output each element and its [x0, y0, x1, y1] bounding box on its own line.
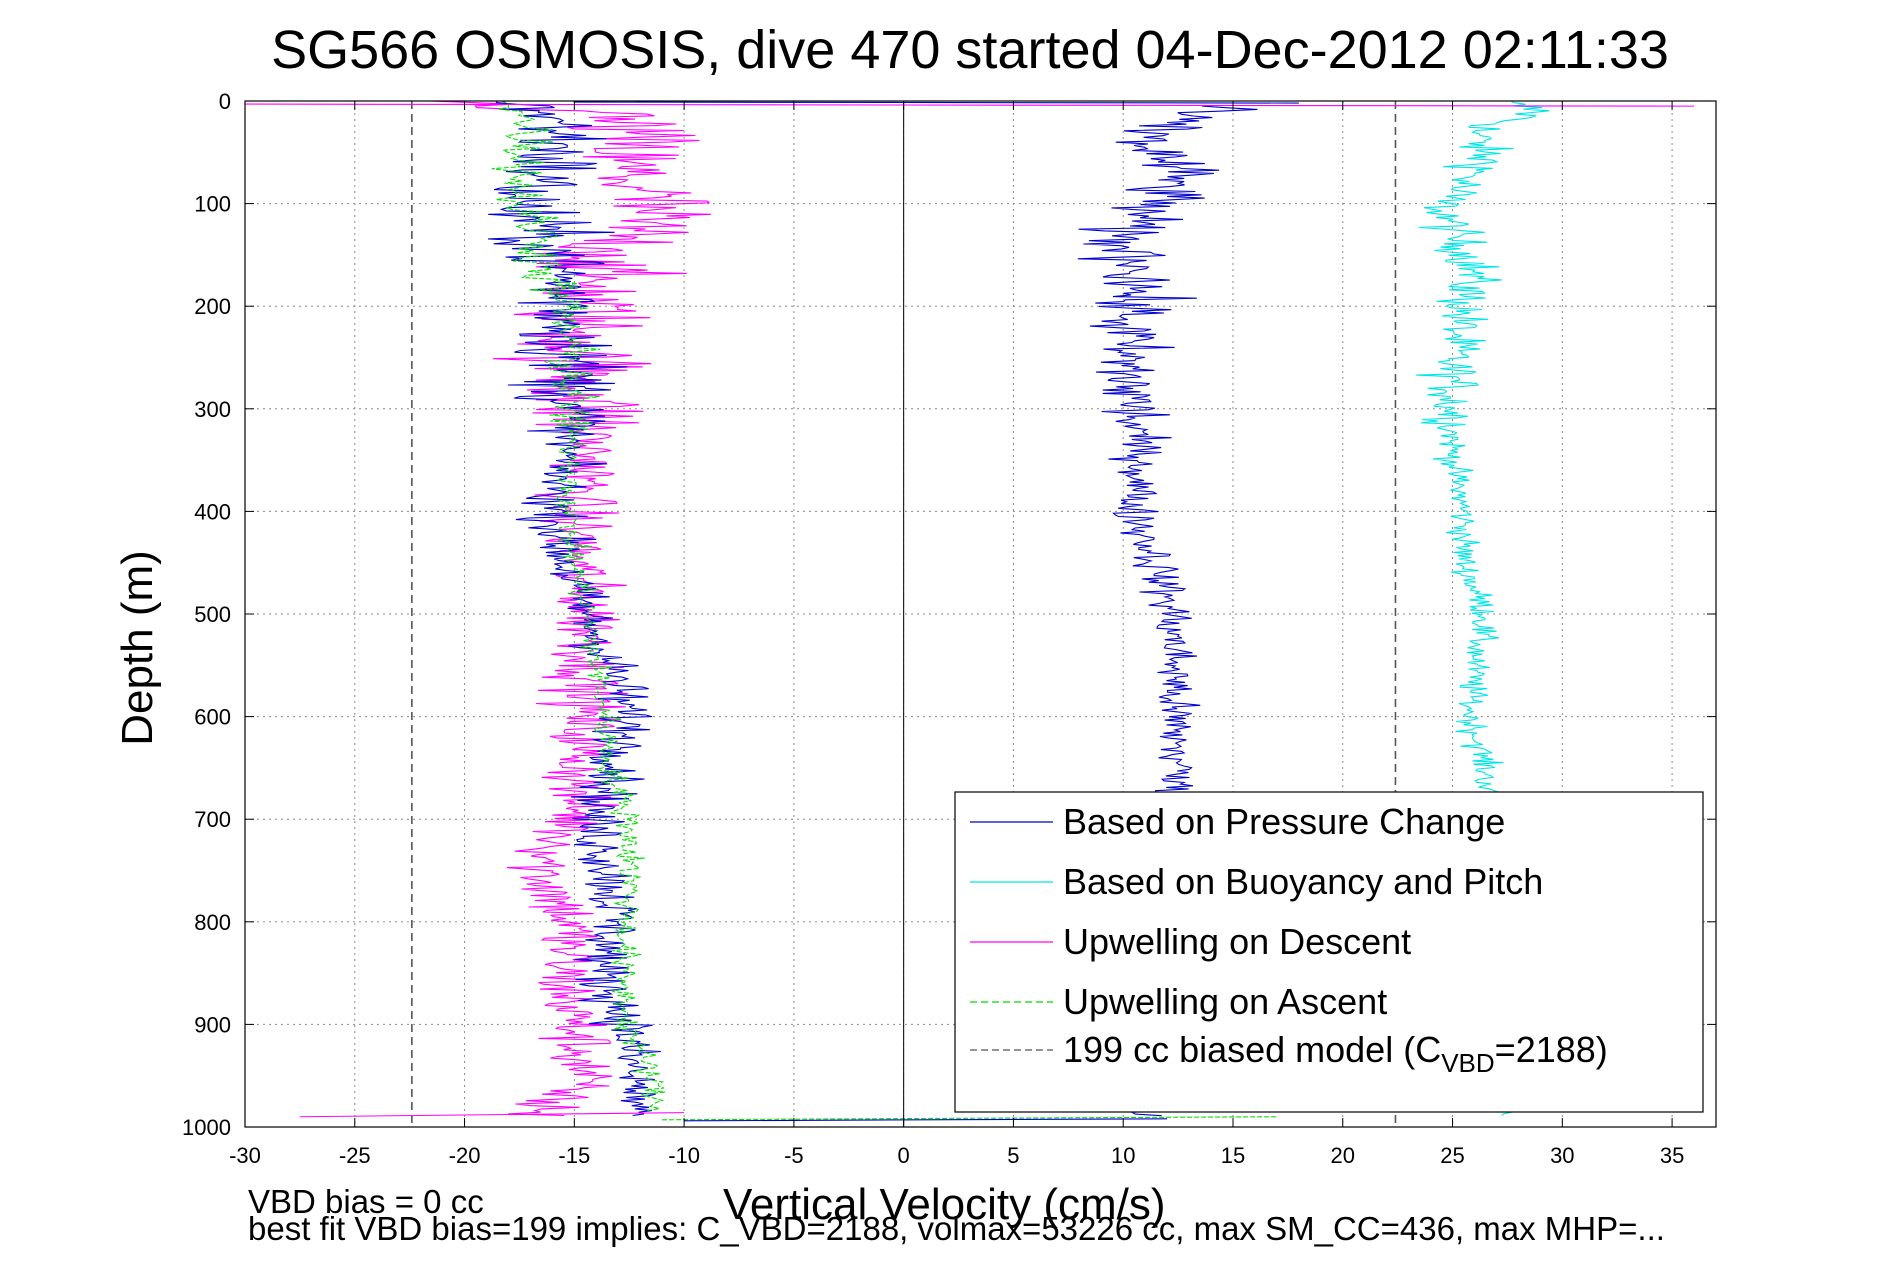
series-upwelling-descent — [429, 101, 712, 1117]
y-axis-label: Depth (m) — [113, 550, 162, 746]
bottom-spike — [299, 1112, 685, 1118]
legend-label: Upwelling on Ascent — [1063, 981, 1387, 1022]
legend: Based on Pressure Change Based on Buoyanc… — [954, 791, 1704, 1113]
y-tick-label: 200 — [194, 294, 231, 319]
y-tick-label: 0 — [219, 89, 231, 114]
vbd-bias-note: VBD bias = 0 cc — [248, 1183, 484, 1220]
x-tick-label: 0 — [898, 1143, 910, 1168]
legend-label: Upwelling on Descent — [1063, 921, 1411, 962]
chart-title: SG566 OSMOSIS, dive 470 started 04-Dec-2… — [271, 20, 1669, 80]
y-tick-label: 700 — [194, 807, 231, 832]
x-tick-label: -5 — [784, 1143, 804, 1168]
x-tick-label: -15 — [558, 1143, 590, 1168]
y-tick-label: 800 — [194, 910, 231, 935]
surface-spike — [574, 101, 1299, 104]
x-tick-label: 35 — [1660, 1143, 1684, 1168]
bottom-spike — [684, 1118, 1168, 1122]
bias-model-lines — [411, 101, 1397, 1127]
legend-box — [954, 791, 1704, 1113]
y-tick-label: 400 — [194, 499, 231, 524]
bottom-spike — [662, 1116, 1277, 1121]
y-tick-labels: 0 100 200 300 400 500 600 700 800 900 1000 — [182, 89, 231, 1140]
x-tick-label: -30 — [229, 1143, 261, 1168]
best-fit-note: best fit VBD bias=199 implies: C_VBD=218… — [248, 1210, 1665, 1247]
series-pressure-change-descent — [488, 101, 661, 1117]
y-tick-label: 1000 — [182, 1115, 231, 1140]
legend-label: Based on Pressure Change — [1063, 801, 1505, 842]
x-axis-label: Vertical Velocity (cm/s) — [723, 1180, 1166, 1229]
x-tick-label: 5 — [1007, 1143, 1019, 1168]
y-tick-label: 500 — [194, 602, 231, 627]
x-tick-label: 25 — [1440, 1143, 1464, 1168]
x-tick-label: 30 — [1550, 1143, 1574, 1168]
x-tick-label: -20 — [449, 1143, 481, 1168]
x-tick-label: -10 — [668, 1143, 700, 1168]
x-tick-label: 20 — [1331, 1143, 1355, 1168]
y-tick-label: 900 — [194, 1012, 231, 1037]
y-tick-label: 300 — [194, 397, 231, 422]
legend-label: Based on Buoyancy and Pitch — [1063, 861, 1543, 902]
legend-label: 199 cc biased model (CVBD=2188) — [1063, 1029, 1608, 1078]
surface-spike — [245, 103, 1695, 107]
x-tick-label: -25 — [339, 1143, 371, 1168]
x-tick-label: 10 — [1111, 1143, 1135, 1168]
x-tick-labels: -30 -25 -20 -15 -10 -5 0 5 10 15 20 25 30 35 — [229, 1143, 1684, 1168]
axes — [244, 100, 1717, 1128]
y-tick-label: 100 — [194, 192, 231, 217]
x-tick-label: 15 — [1221, 1143, 1245, 1168]
y-tick-label: 600 — [194, 705, 231, 730]
